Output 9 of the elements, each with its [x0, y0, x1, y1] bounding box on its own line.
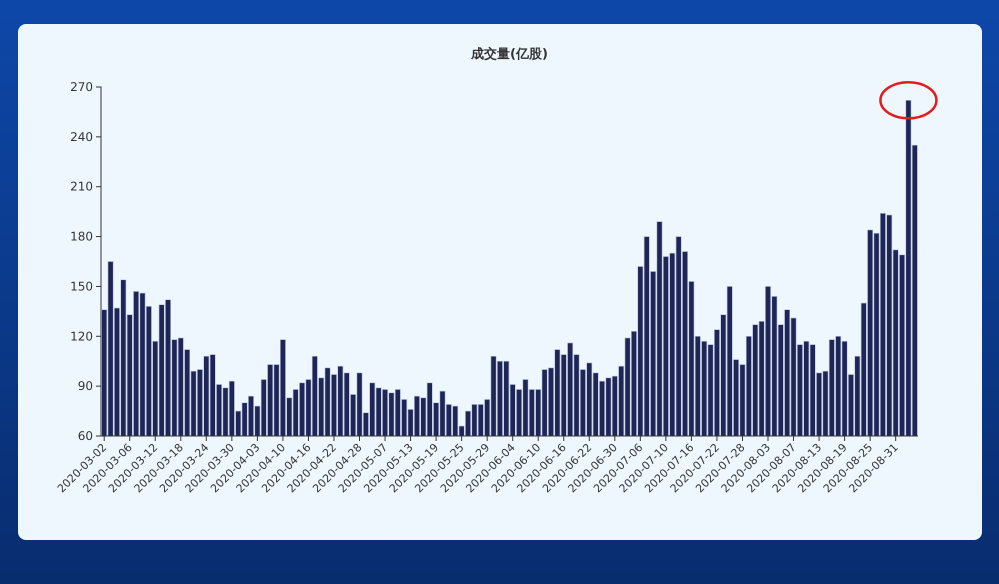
y-tick-label: 60 — [78, 429, 93, 443]
y-tick-label: 180 — [70, 230, 93, 244]
y-tick-label: 120 — [70, 329, 93, 344]
y-tick-label: 90 — [78, 379, 93, 394]
y-tick-label: 210 — [70, 180, 93, 194]
y-tick-label: 270 — [70, 80, 93, 94]
y-tick-label: 150 — [70, 279, 93, 294]
chart-title: 成交量(亿股) — [470, 46, 548, 62]
y-tick-label: 240 — [70, 130, 93, 144]
